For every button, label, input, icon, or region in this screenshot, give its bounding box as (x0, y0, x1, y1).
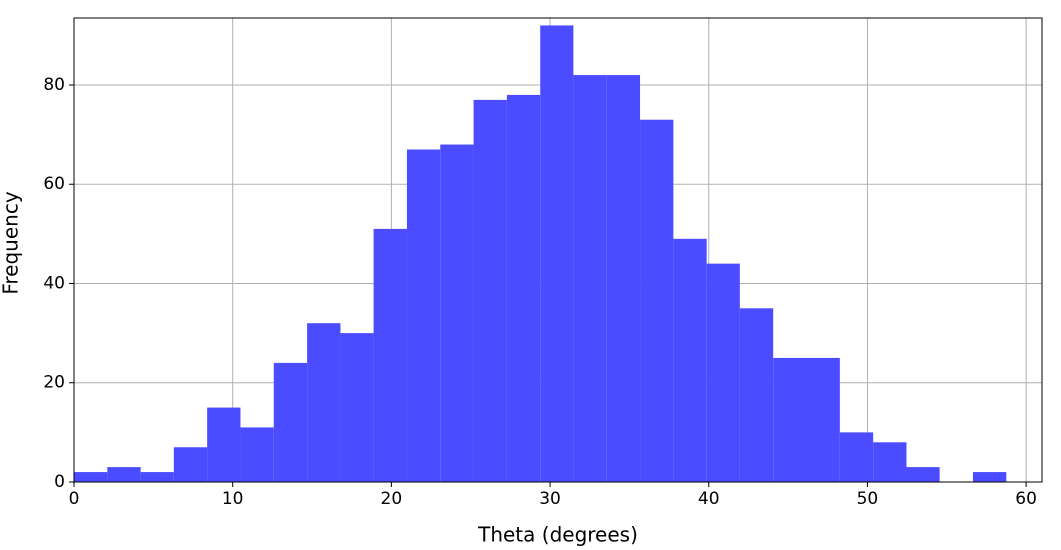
bar (506, 94, 541, 482)
bar (673, 238, 707, 482)
bar (240, 427, 274, 482)
bar (406, 149, 441, 482)
x-tick-label: 20 (381, 489, 403, 509)
x-tick-label: 60 (1015, 489, 1037, 509)
bar (972, 472, 1007, 482)
bar (806, 357, 840, 482)
bar (273, 362, 308, 482)
bar (739, 308, 774, 482)
x-tick-label: 30 (539, 489, 561, 509)
bar (906, 467, 940, 482)
bar (706, 263, 740, 482)
bar (207, 407, 241, 482)
x-tick-label: 50 (857, 489, 879, 509)
plot-frame (73, 17, 1043, 483)
bar (307, 323, 341, 482)
bar (606, 75, 641, 482)
bar (839, 432, 874, 482)
bar (640, 119, 674, 483)
y-tick-label: 0 (54, 472, 65, 492)
bar (440, 144, 474, 482)
x-tick-label: 40 (698, 489, 720, 509)
bar (140, 472, 174, 482)
bar (340, 333, 374, 482)
bar (573, 75, 607, 482)
bar (373, 228, 407, 482)
y-tick-label: 80 (43, 75, 65, 95)
bar (540, 25, 574, 483)
y-tick-label: 40 (43, 273, 65, 293)
bar (773, 357, 807, 482)
bar (74, 472, 108, 482)
y-tick-label: 20 (43, 373, 65, 393)
y-axis-label: Frequency (0, 191, 23, 294)
bar (873, 442, 907, 482)
x-tick-label: 0 (69, 489, 80, 509)
x-tick-label: 10 (222, 489, 244, 509)
bar (173, 447, 208, 482)
y-tick-label: 60 (43, 174, 65, 194)
x-axis-label: Theta (degrees) (477, 523, 638, 547)
bar (473, 99, 507, 482)
bar (107, 467, 141, 482)
